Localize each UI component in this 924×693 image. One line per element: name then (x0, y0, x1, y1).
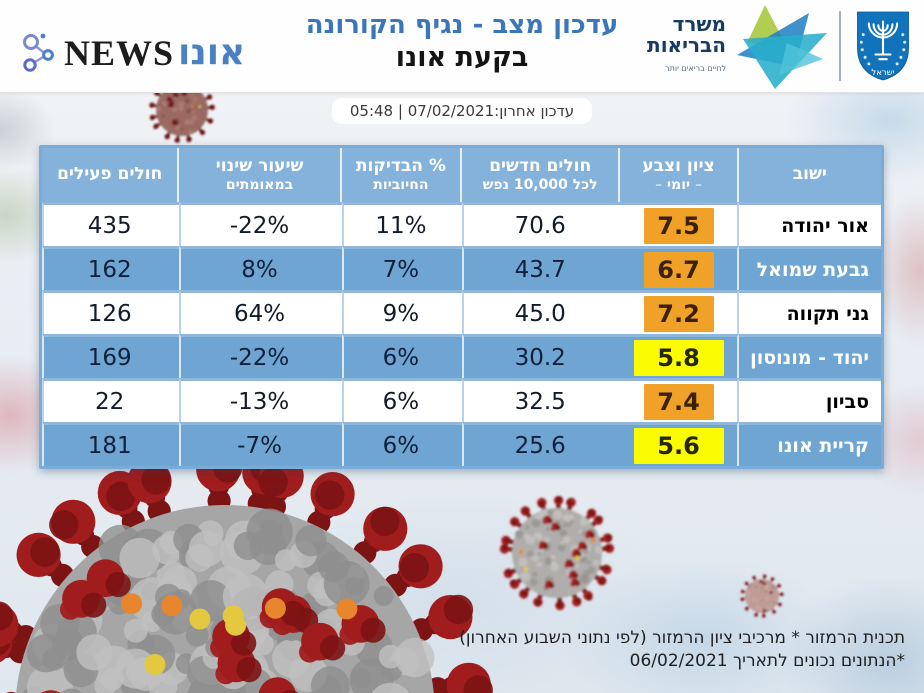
page-title: עדכון מצב - נגיף הקורונה בקעת אונו (306, 10, 619, 75)
town-cell: קריית אונו (738, 422, 881, 466)
change-confirmed-cell: -7% (179, 422, 342, 466)
footnote-line-2: *הנתונים נכונים לתאריך 06/02/2021 (629, 651, 905, 671)
logo-divider (839, 11, 841, 81)
coronavirus-icon (499, 495, 615, 611)
active-cases-cell: 169 (42, 334, 180, 378)
ono-news-logo: NEWS אונו (20, 30, 245, 76)
daily-score-cell: 7.5 (620, 202, 739, 246)
news-logo-latin: NEWS (64, 33, 175, 73)
table-row: קריית אונו 5.6 25.6 6% -7% 181 (42, 422, 881, 466)
daily-score-badge: 5.8 (633, 339, 724, 376)
last-update: עדכון אחרון:07/02/2021 | 05:48 (331, 98, 593, 124)
ministry-name-line1: משרד (672, 11, 726, 36)
col-header-new-cases: חולים חדשים לכל 10,000 נפש (462, 148, 621, 202)
col-header-change-confirmed: שיעור שינוי במאומתים (179, 148, 342, 202)
active-cases-cell: 22 (42, 378, 180, 422)
active-cases-cell: 162 (42, 246, 180, 290)
active-cases-cell: 181 (42, 422, 180, 466)
change-confirmed-cell: -13% (179, 378, 342, 422)
daily-score-cell: 7.2 (620, 290, 739, 334)
positive-tests-cell: 9% (341, 290, 463, 334)
ministry-tagline: לחיים בריאים יותר (665, 63, 726, 73)
ministry-star-icon (737, 5, 827, 89)
new-cases-cell: 25.6 (462, 422, 621, 466)
new-cases-cell: 70.6 (462, 202, 621, 246)
town-cell: גבעת שמואל (738, 246, 881, 290)
table-row: סביון 7.4 32.5 6% -13% 22 (42, 378, 881, 422)
positive-tests-cell: 6% (341, 334, 463, 378)
positive-tests-cell: 7% (341, 246, 463, 290)
emblem-label: ישראל (871, 67, 894, 77)
change-confirmed-cell: -22% (179, 334, 342, 378)
title-line-1: עדכון מצב - נגיף הקורונה (305, 10, 619, 40)
table-row: גני תקווה 7.2 45.0 9% 64% 126 (42, 290, 881, 334)
molecule-share-icon (23, 33, 54, 72)
new-cases-cell: 43.7 (462, 246, 621, 290)
table-body: אור יהודה 7.5 70.6 11% -22% 435 גבעת שמו… (42, 202, 881, 466)
town-cell: סביון (738, 378, 881, 422)
new-cases-cell: 30.2 (462, 334, 621, 378)
ministry-of-health-logo: משרד הבריאות לחיים בריאים יותר (647, 5, 916, 89)
positive-tests-cell: 6% (341, 378, 463, 422)
new-cases-cell: 32.5 (462, 378, 621, 422)
footnotes: תכנית הרמזור * מרכיבי ציון הרמזור (לפי נ… (459, 627, 905, 673)
col-header-daily-score: ציון וצבע יומי (620, 148, 739, 202)
daily-score-badge: 5.6 (633, 427, 724, 464)
positive-tests-cell: 11% (341, 202, 463, 246)
active-cases-cell: 435 (42, 202, 180, 246)
israel-emblem-icon: ישראל (857, 11, 909, 81)
town-cell: יהוד - מונוסון (738, 334, 881, 378)
footnote-line-1: תכנית הרמזור * מרכיבי ציון הרמזור (לפי נ… (459, 628, 905, 648)
col-header-positive-tests: % הבדיקות החיוביות (341, 148, 463, 202)
change-confirmed-cell: 64% (179, 290, 342, 334)
positive-tests-cell: 6% (341, 422, 463, 466)
change-confirmed-cell: -22% (179, 202, 342, 246)
daily-score-badge: 7.4 (643, 383, 714, 420)
coronavirus-icon (0, 447, 493, 693)
news-logo-hebrew: אונו (178, 32, 246, 73)
coronavirus-icon (740, 574, 784, 618)
col-header-active-cases: חולים פעילים (42, 148, 180, 202)
header-band: NEWS אונו עדכון מצב - נגיף הקורונה בקעת … (0, 0, 924, 93)
table-row: גבעת שמואל 6.7 43.7 7% 8% 162 (42, 246, 881, 290)
change-confirmed-cell: 8% (179, 246, 342, 290)
daily-score-cell: 6.7 (620, 246, 739, 290)
active-cases-cell: 126 (42, 290, 180, 334)
ministry-name-line2: הבריאות (647, 32, 726, 57)
new-cases-cell: 45.0 (462, 290, 621, 334)
daily-score-badge: 6.7 (643, 251, 714, 288)
daily-score-cell: 5.6 (620, 422, 739, 466)
covid-status-table: ישוב ציון וצבע יומי חולים חדשים לכל 10,0… (39, 145, 884, 469)
town-cell: גני תקווה (738, 290, 881, 334)
table-row: יהוד - מונוסון 5.8 30.2 6% -22% 169 (42, 334, 881, 378)
table-header-row: ישוב ציון וצבע יומי חולים חדשים לכל 10,0… (42, 148, 881, 202)
col-header-town: ישוב (738, 148, 881, 202)
coronavirus-icon (149, 77, 215, 143)
daily-score-badge: 7.2 (643, 295, 714, 332)
title-line-2: בקעת אונו (395, 42, 529, 74)
daily-score-badge: 7.5 (643, 207, 714, 244)
ministry-name: משרד הבריאות לחיים בריאים יותר (647, 11, 726, 79)
table-row: אור יהודה 7.5 70.6 11% -22% 435 (42, 202, 881, 246)
town-cell: אור יהודה (738, 202, 881, 246)
daily-score-cell: 5.8 (620, 334, 739, 378)
daily-score-cell: 7.4 (620, 378, 739, 422)
